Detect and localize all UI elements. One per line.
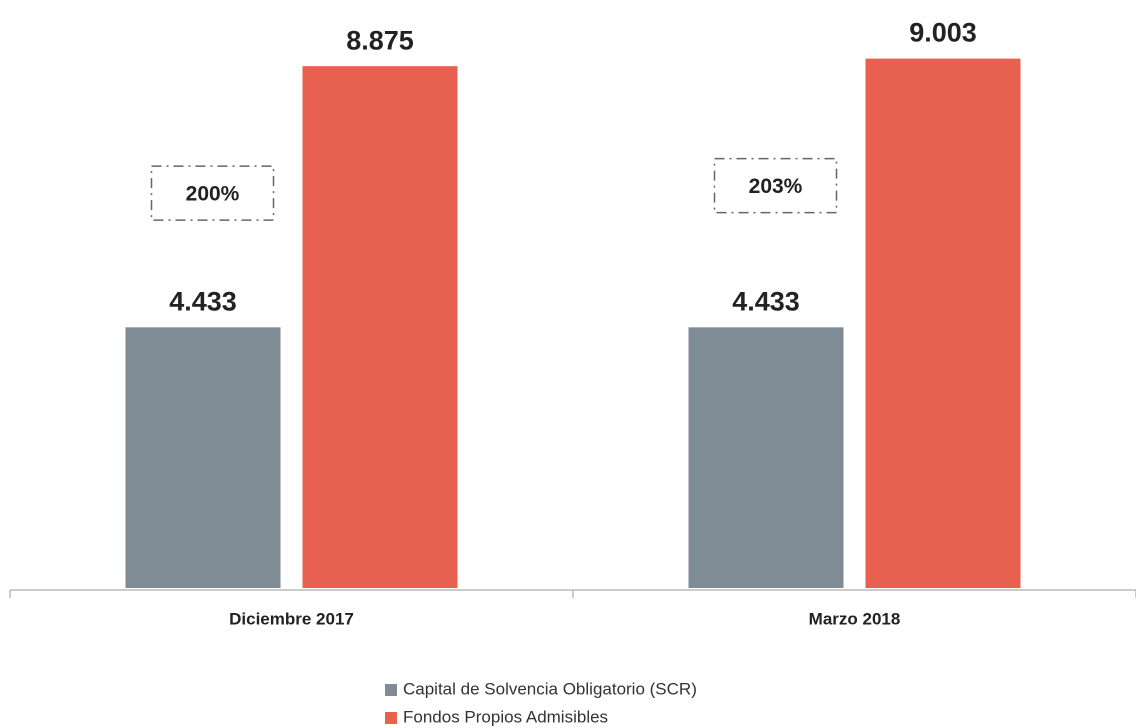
bar	[688, 327, 844, 588]
annotation-box	[713, 157, 838, 214]
legend-swatch	[385, 684, 397, 696]
bar	[302, 66, 458, 588]
x-tick-label: Marzo 2018	[809, 609, 901, 628]
bar	[865, 58, 1021, 589]
legend-swatch	[385, 712, 397, 724]
legend-label: Capital de Solvencia Obligatorio (SCR)	[403, 679, 697, 698]
annotation-box	[150, 165, 275, 221]
data-label: 9.003	[909, 18, 977, 48]
data-label: 4.433	[169, 286, 237, 316]
legend-label: Fondos Propios Admisibles	[403, 707, 608, 726]
annotation: 200%	[186, 183, 240, 206]
x-tick-label: Diciembre 2017	[229, 609, 354, 628]
bar	[125, 327, 281, 588]
annotation: 203%	[749, 175, 803, 198]
data-label: 8.875	[346, 25, 414, 55]
data-label: 4.433	[732, 286, 800, 316]
